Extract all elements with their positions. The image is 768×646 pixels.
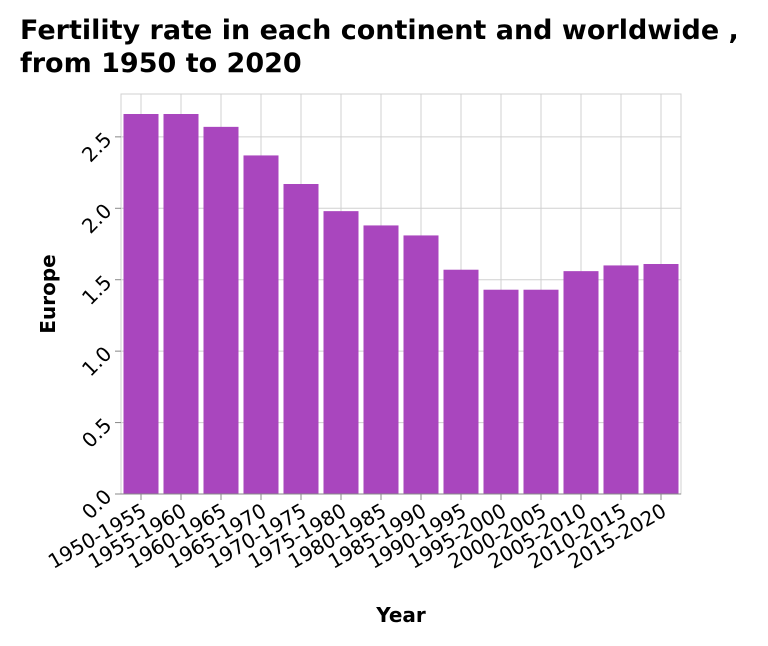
y-tick-label: 2.0 [77,199,116,238]
bar [563,271,599,494]
y-tick-label: 1.0 [77,342,116,381]
bar [483,289,519,494]
bar [243,155,279,494]
bar [403,235,439,494]
y-axis-title: Europe [36,254,60,333]
y-tick-label: 2.5 [77,127,116,166]
axes [115,136,681,500]
bar [363,225,399,494]
x-axis-title: Year [375,603,426,627]
bar [643,264,679,494]
bar [123,114,159,494]
bar [203,126,239,494]
bar [603,265,639,494]
y-tick-label: 1.5 [77,270,116,309]
bar [523,289,559,494]
y-tick-label: 0.5 [77,413,116,452]
bars [123,114,679,494]
tick-labels: 0.00.51.01.52.02.51950-19551955-19601960… [44,127,670,573]
bar [443,269,479,494]
bar [283,184,319,494]
bar [163,114,199,494]
chart-title: Fertility rate in each continent and wor… [20,15,739,79]
bar [323,211,359,494]
